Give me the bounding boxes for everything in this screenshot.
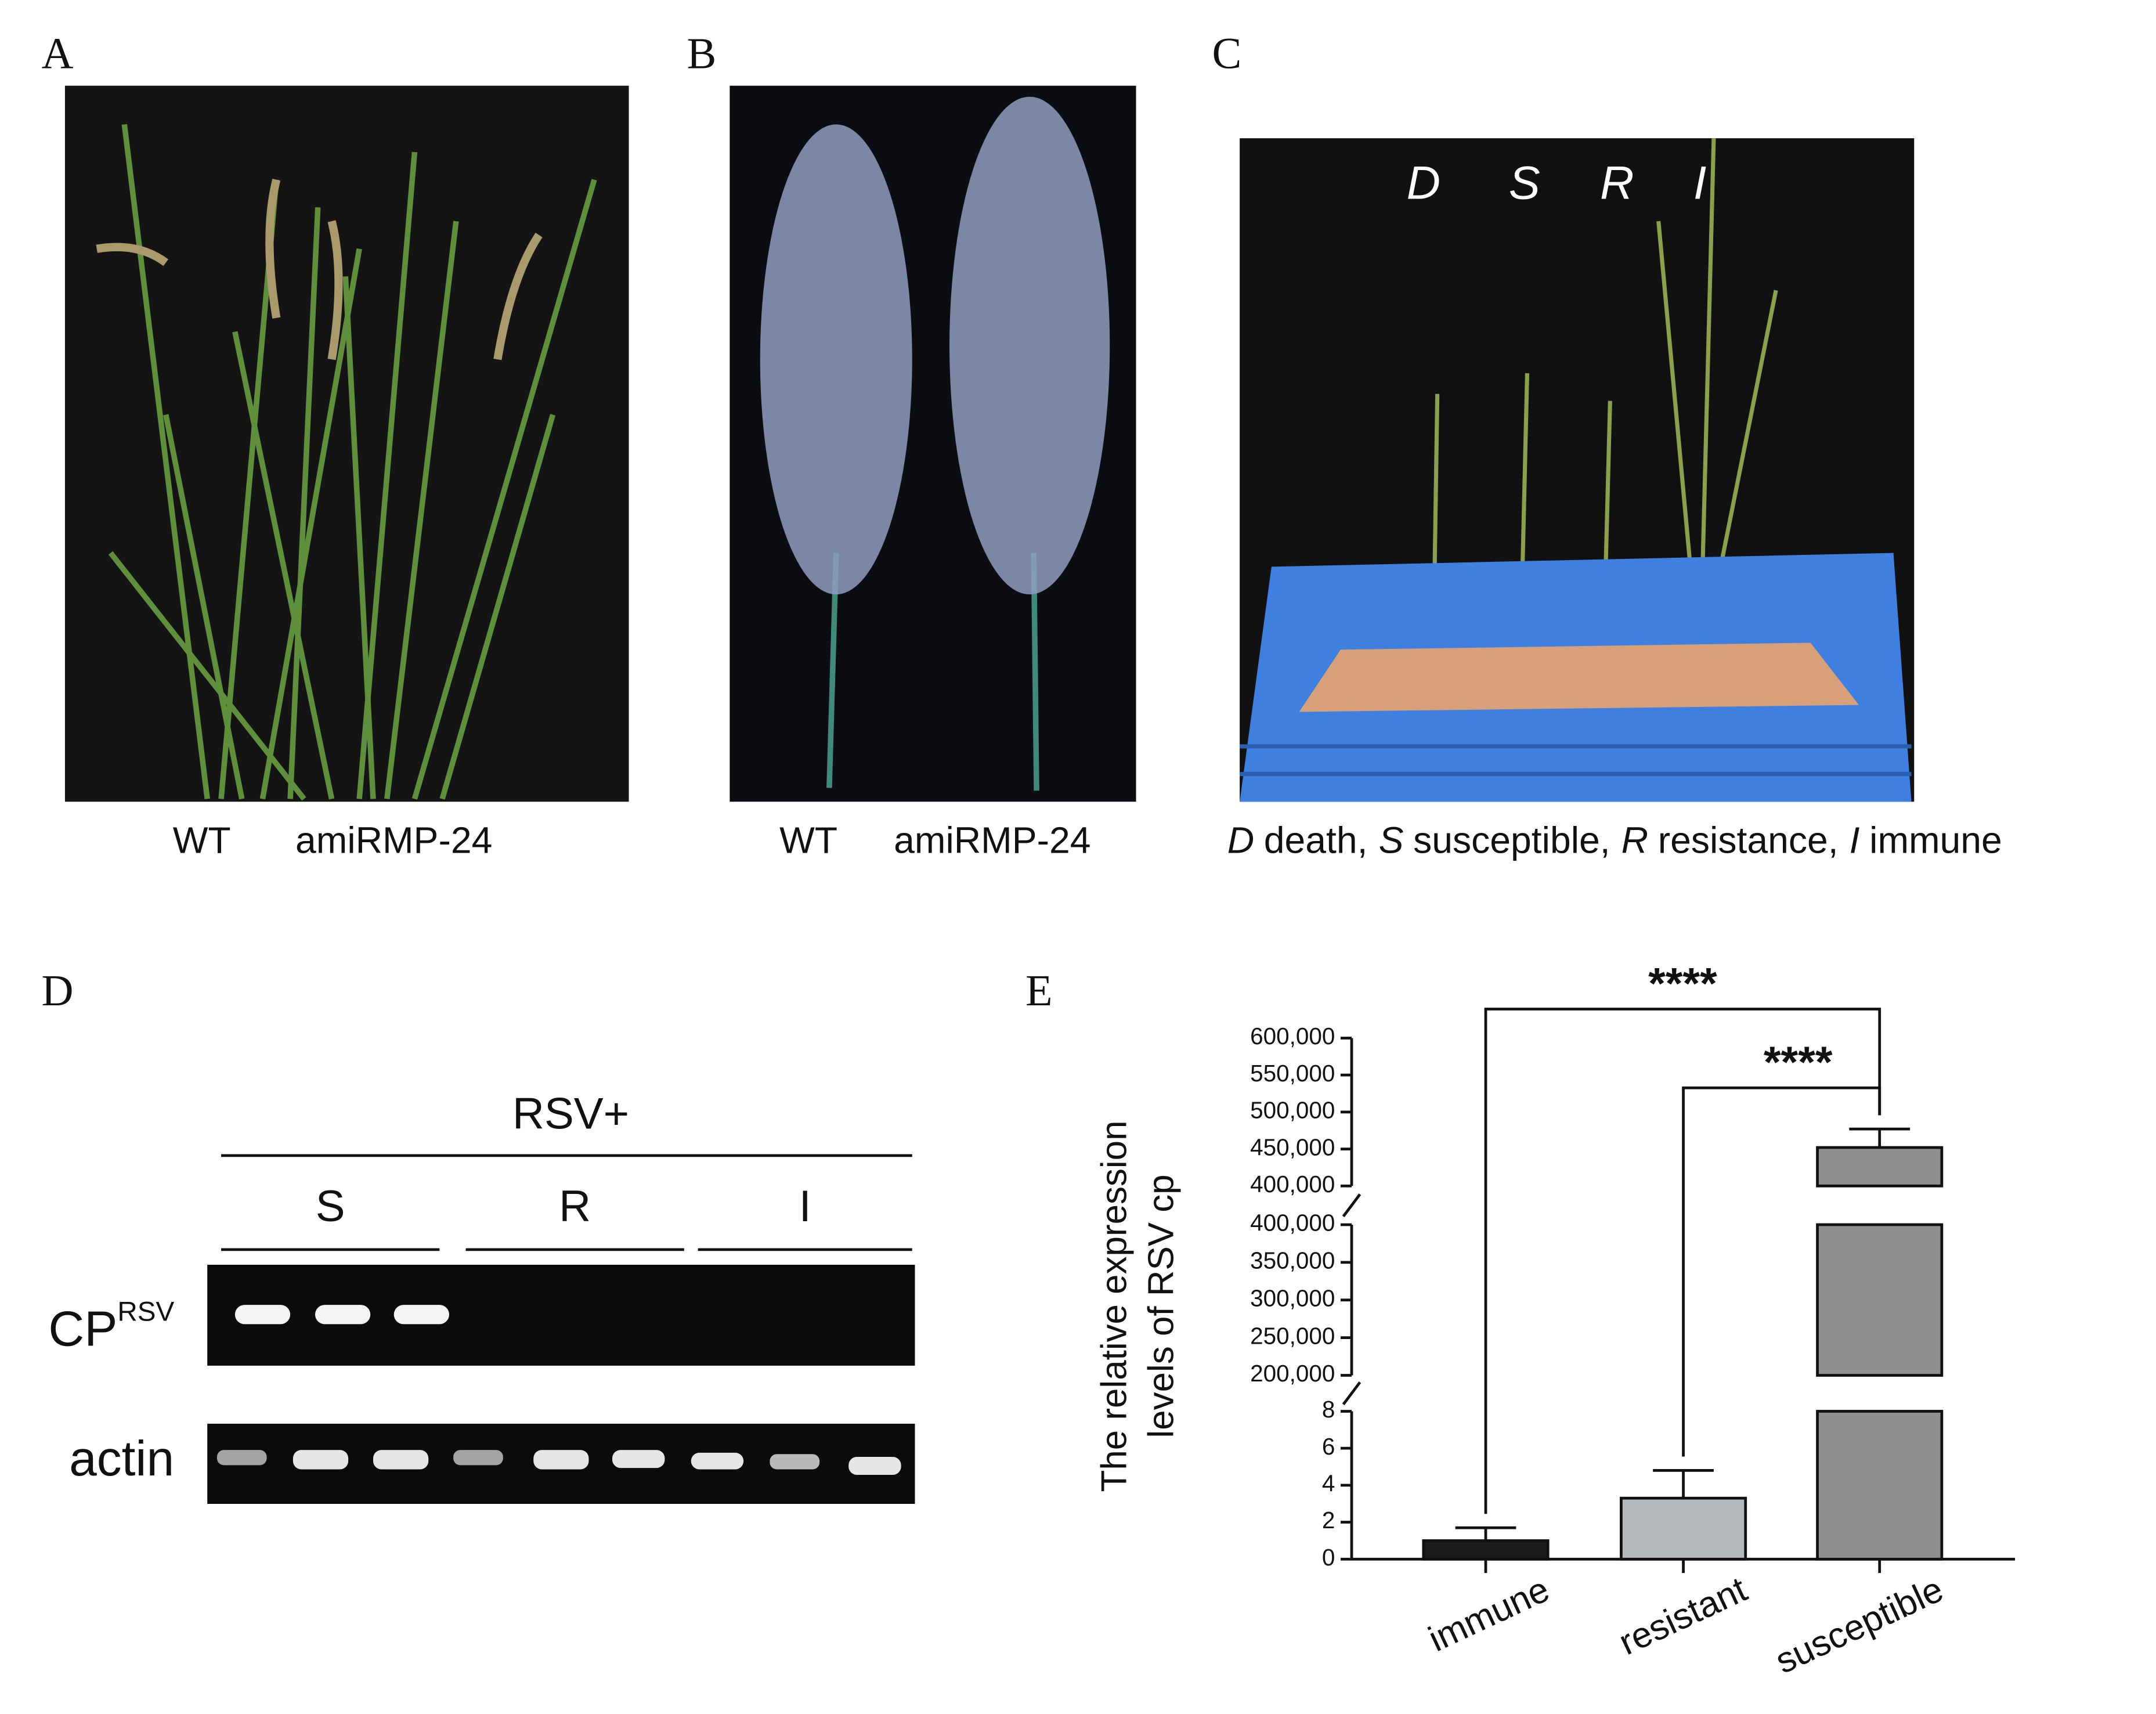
- y-tick-label: 4: [1322, 1470, 1335, 1497]
- lane-label: S: [316, 1182, 345, 1231]
- caption-meaning: death,: [1264, 820, 1368, 861]
- panel-label: B: [687, 30, 717, 78]
- x-tick-label: susceptible: [1769, 1569, 1949, 1681]
- y-tick-label: 6: [1322, 1433, 1335, 1460]
- panel-label: D: [41, 966, 73, 1015]
- photo-panicles: [729, 85, 1136, 802]
- caption-meaning: resistance,: [1658, 820, 1839, 861]
- bar: [1816, 1410, 1944, 1561]
- photo-label: D: [1407, 157, 1440, 210]
- bar: [1816, 1146, 1944, 1188]
- y-tick-label: 200,000: [1250, 1360, 1335, 1387]
- y-axis-title: The relative expression: [1095, 1120, 1135, 1492]
- row-label: CPRSV: [48, 1296, 174, 1356]
- lane-label: I: [799, 1182, 811, 1231]
- photo-seedlings: [1240, 138, 1915, 802]
- bar: [1620, 1496, 1747, 1561]
- axis-break: [1342, 1193, 1362, 1218]
- y-tick-label: 400,000: [1250, 1171, 1335, 1197]
- axis-break: [1342, 1381, 1362, 1405]
- photo-label: I: [1693, 157, 1707, 210]
- panel-label: E: [1025, 966, 1053, 1015]
- x-tick-label: immune: [1422, 1569, 1555, 1660]
- bar-chart: 0 2 4 6 8 200,000 250,000 300,000 350,000 400,000…: [1095, 959, 2016, 1681]
- bar: [1422, 1539, 1550, 1561]
- caption: WT: [779, 820, 837, 861]
- significance-label: ****: [1764, 1038, 1833, 1087]
- y-tick-label: 450,000: [1250, 1134, 1335, 1160]
- row-superscript: RSV: [117, 1296, 174, 1327]
- group-label: RSV+: [512, 1089, 629, 1138]
- photo-plants: [64, 85, 629, 802]
- y-tick-label: 550,000: [1250, 1060, 1335, 1087]
- y-tick-label: 8: [1322, 1396, 1335, 1423]
- significance-bracket: [1484, 1008, 1881, 1514]
- row-label: actin: [69, 1431, 174, 1486]
- caption-term: I: [1850, 820, 1860, 861]
- caption: WT: [173, 820, 231, 861]
- row-name: CP: [48, 1301, 117, 1356]
- y-tick-label: 300,000: [1250, 1284, 1335, 1311]
- caption-term: S: [1379, 820, 1404, 861]
- photo-label: R: [1600, 157, 1634, 210]
- y-tick-label: 600,000: [1250, 1023, 1335, 1049]
- y-tick-label: 250,000: [1250, 1322, 1335, 1349]
- bar: [1816, 1223, 1944, 1377]
- caption-meaning: susceptible,: [1413, 820, 1610, 861]
- significance-label: ****: [1648, 959, 1717, 1008]
- caption: amiRMP-24: [894, 820, 1090, 861]
- caption: amiRMP-24: [295, 820, 492, 861]
- y-tick-label: 400,000: [1250, 1210, 1335, 1236]
- caption-term: R: [1621, 820, 1648, 861]
- y-tick-label: 350,000: [1250, 1247, 1335, 1274]
- photo-label: S: [1509, 157, 1540, 210]
- caption-meaning: immune: [1869, 820, 2002, 861]
- x-tick-label: resistant: [1613, 1569, 1753, 1663]
- caption-term: D: [1227, 820, 1254, 861]
- lane-label: R: [559, 1182, 591, 1231]
- gel: [207, 1265, 915, 1504]
- panel-label: C: [1212, 30, 1241, 78]
- y-tick-label: 500,000: [1250, 1097, 1335, 1124]
- y-tick-label: 2: [1322, 1507, 1335, 1533]
- panel-label: A: [41, 30, 73, 78]
- y-tick-label: 0: [1322, 1544, 1335, 1571]
- y-axis-title: levels of RSV cp: [1142, 1174, 1182, 1438]
- significance-bracket: [1682, 1086, 1881, 1457]
